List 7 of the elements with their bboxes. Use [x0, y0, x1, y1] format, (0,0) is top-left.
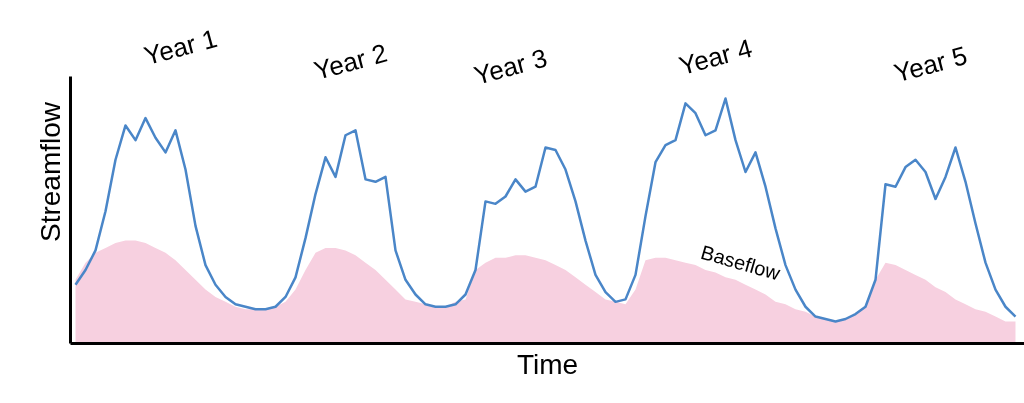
y-axis-title: Streamflow	[34, 101, 66, 243]
text: Year 1	[140, 22, 221, 72]
text: Year 4	[675, 32, 756, 81]
text: Year 5	[890, 40, 971, 89]
text: Year 3	[470, 42, 551, 91]
text: Year 2	[310, 37, 391, 86]
x-axis-title: Time	[516, 348, 579, 380]
